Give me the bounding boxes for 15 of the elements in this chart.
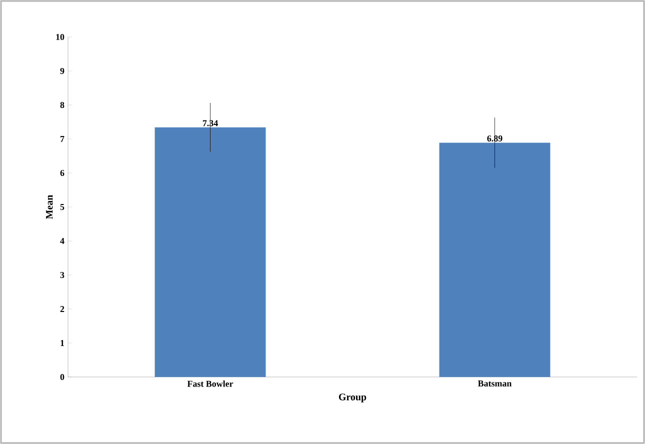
y-tick-label: 0: [60, 374, 64, 380]
y-tick-label: 3: [60, 272, 64, 278]
y-tick-label: 4: [60, 238, 64, 244]
y-tick-label: 2: [60, 306, 64, 312]
x-tick-label: Batsman: [478, 380, 512, 386]
y-tick-label: 9: [60, 68, 64, 74]
y-tick-label: 7: [60, 136, 64, 142]
y-tick-label: 1: [60, 340, 64, 346]
y-tick-label: 5: [60, 204, 64, 210]
y-tick-label: 6: [60, 170, 64, 176]
y-tick-label: 8: [60, 102, 64, 108]
x-axis-title: Group: [338, 394, 366, 402]
y-axis-title: Mean: [46, 194, 53, 219]
x-tick-label: Fast Bowler: [187, 380, 234, 387]
y-tick-label: 10: [56, 34, 64, 40]
